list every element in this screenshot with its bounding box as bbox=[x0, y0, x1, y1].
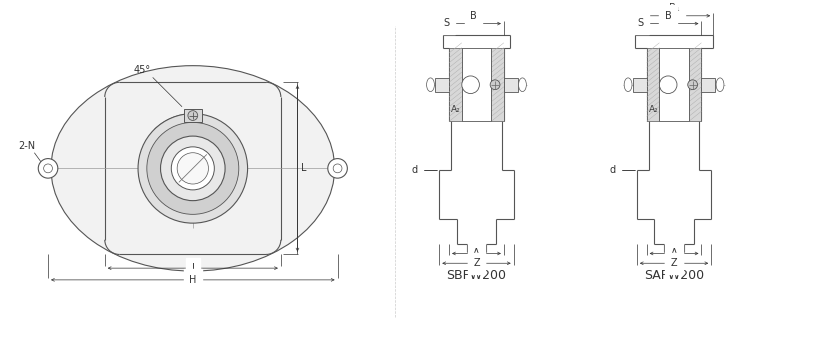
Circle shape bbox=[171, 147, 215, 190]
Circle shape bbox=[490, 80, 500, 90]
Circle shape bbox=[177, 153, 208, 184]
Bar bbox=[436, 78, 449, 92]
Text: d: d bbox=[610, 165, 615, 175]
Text: B₁: B₁ bbox=[669, 3, 680, 13]
Bar bbox=[491, 48, 503, 121]
Ellipse shape bbox=[624, 78, 632, 92]
Text: L: L bbox=[301, 163, 307, 173]
Text: A₂: A₂ bbox=[451, 104, 461, 114]
Text: B: B bbox=[470, 11, 477, 21]
Text: SBFW200: SBFW200 bbox=[446, 269, 507, 283]
Text: A: A bbox=[671, 248, 677, 259]
Bar bbox=[702, 78, 715, 92]
Bar bbox=[633, 78, 646, 92]
Bar bbox=[503, 78, 517, 92]
Text: S: S bbox=[443, 19, 450, 28]
Bar bbox=[184, 109, 202, 122]
Circle shape bbox=[38, 159, 58, 178]
Circle shape bbox=[188, 111, 197, 120]
Circle shape bbox=[138, 114, 247, 223]
Circle shape bbox=[328, 159, 348, 178]
Text: S: S bbox=[638, 19, 644, 28]
Text: A₂: A₂ bbox=[649, 104, 659, 114]
Text: d: d bbox=[411, 165, 418, 175]
Text: Z: Z bbox=[671, 258, 677, 268]
Text: Z: Z bbox=[473, 258, 480, 268]
Circle shape bbox=[659, 76, 677, 94]
Bar bbox=[659, 48, 689, 121]
Text: J: J bbox=[192, 263, 194, 273]
Bar bbox=[449, 48, 462, 121]
Text: H: H bbox=[189, 275, 197, 285]
Ellipse shape bbox=[716, 78, 724, 92]
Circle shape bbox=[462, 76, 480, 94]
Ellipse shape bbox=[51, 66, 335, 271]
Text: A: A bbox=[473, 248, 480, 259]
Text: 2-N: 2-N bbox=[18, 141, 35, 151]
Bar bbox=[462, 48, 491, 121]
Text: SAFW200: SAFW200 bbox=[644, 269, 704, 283]
Ellipse shape bbox=[427, 78, 434, 92]
Bar bbox=[689, 48, 702, 121]
Circle shape bbox=[161, 136, 225, 201]
Circle shape bbox=[147, 122, 239, 214]
Text: 45°: 45° bbox=[134, 66, 151, 75]
Ellipse shape bbox=[518, 78, 526, 92]
Bar bbox=[646, 48, 659, 121]
Circle shape bbox=[688, 80, 698, 90]
Text: B: B bbox=[665, 11, 672, 21]
